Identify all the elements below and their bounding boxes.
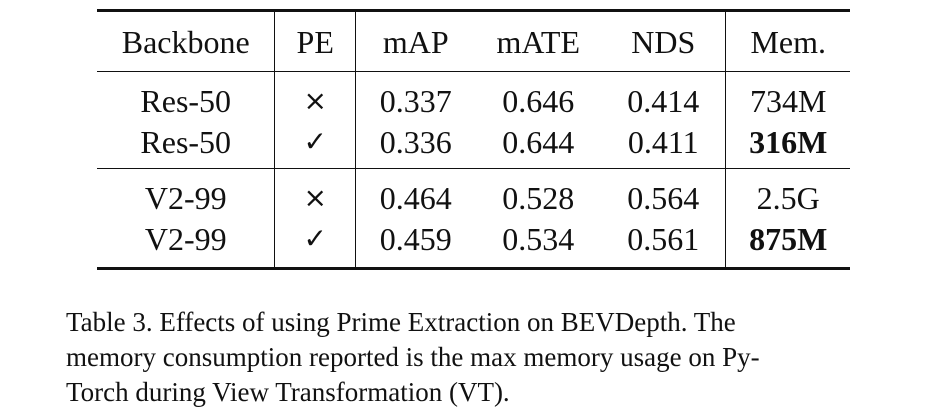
header-mem: Mem.: [725, 9, 850, 72]
table-group-res50: Res-50 × 0.337 0.646 0.414 734M Res-50 ✓…: [97, 71, 850, 169]
cell-mem: 734M: [749, 83, 827, 119]
cell-backbone: Res-50: [97, 71, 276, 122]
cell-backbone: Res-50: [97, 122, 276, 169]
header-pe: PE: [274, 9, 356, 72]
cell-pe: ✓: [274, 122, 356, 169]
table-header: Backbone PE mAP mATE NDS Mem.: [97, 9, 850, 72]
cell-pe: ×: [274, 71, 356, 122]
header-row: Backbone PE mAP mATE NDS Mem.: [97, 9, 850, 72]
cell-mate: 0.528: [502, 180, 575, 216]
cell-nds: 0.414: [601, 71, 727, 122]
cell-map: 0.459: [355, 219, 476, 270]
table-row: Res-50 × 0.337 0.646 0.414 734M: [97, 71, 850, 122]
table-row: Res-50 ✓ 0.336 0.644 0.411 316M: [97, 122, 850, 169]
caption-line: Torch during View Transformation (VT).: [66, 377, 510, 407]
cell-map: 0.337: [379, 83, 452, 119]
results-table: Backbone PE mAP mATE NDS Mem. Res-50 × 0…: [97, 9, 850, 270]
cell-nds: 0.564: [601, 168, 727, 219]
cell-mate: 0.646: [502, 83, 575, 119]
cell-pe: ✓: [274, 219, 356, 270]
cell-backbone: V2-99: [97, 219, 276, 270]
table-row: V2-99 × 0.464 0.528 0.564 2.5G: [97, 168, 850, 219]
cell-pe: ×: [274, 168, 356, 219]
table-row: V2-99 ✓ 0.459 0.534 0.561 875M: [97, 219, 850, 270]
cell-backbone: V2-99: [97, 168, 276, 219]
cell-map: 0.464: [379, 180, 452, 216]
table-caption: Table 3. Effects of using Prime Extracti…: [66, 305, 881, 410]
cell-nds: 0.561: [601, 219, 727, 270]
table-group-v299: V2-99 × 0.464 0.528 0.564 2.5G V2-99 ✓ 0…: [97, 168, 850, 270]
cell-map: 0.336: [355, 122, 476, 169]
caption-line: Table 3. Effects of using Prime Extracti…: [66, 307, 736, 337]
header-map: mAP: [355, 9, 476, 72]
cell-nds: 0.411: [601, 122, 727, 169]
header-backbone: Backbone: [97, 9, 276, 72]
header-nds: NDS: [601, 9, 727, 72]
cell-mem-best: 875M: [725, 219, 850, 270]
header-mate: mATE: [475, 9, 602, 72]
cell-mate: 0.534: [475, 219, 602, 270]
caption-line: memory consumption reported is the max m…: [66, 342, 760, 372]
cell-mem-best: 316M: [725, 122, 850, 169]
cell-mem: 2.5G: [756, 180, 820, 216]
cell-mate: 0.644: [475, 122, 602, 169]
results-table-container: Backbone PE mAP mATE NDS Mem. Res-50 × 0…: [97, 9, 850, 270]
